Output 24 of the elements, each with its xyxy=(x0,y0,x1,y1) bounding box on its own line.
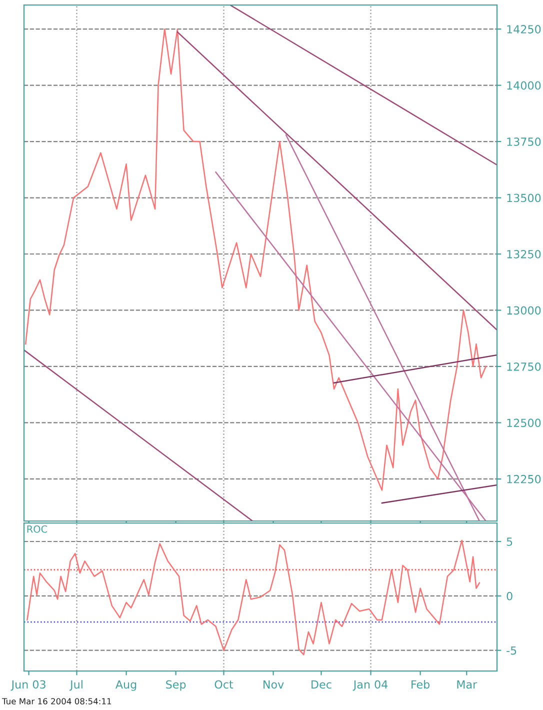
y-tick-label: 13250 xyxy=(507,250,541,258)
x-tick-label: Nov xyxy=(264,680,284,689)
x-tick-label: Mar xyxy=(457,680,478,689)
text: Tue Mar 16 2004 08:54:11 xyxy=(2,698,112,704)
x-tick-label: Feb xyxy=(412,680,430,689)
y-tick-label: 12750 xyxy=(507,362,541,371)
x-tick-label: Oct xyxy=(214,680,234,689)
y-tick-label: 14000 xyxy=(507,81,541,90)
x-tick-label: Jan 04 xyxy=(352,680,388,691)
y-tick-label: 12500 xyxy=(507,418,541,428)
y-tick-label: -5 xyxy=(506,646,516,655)
y-tick-label: 14250 xyxy=(507,25,541,34)
y-tick-label: 13000 xyxy=(507,306,541,315)
y-tick-label: 5 xyxy=(506,538,512,546)
y-tick-label: 12250 xyxy=(507,474,541,484)
x-tick-label: Jun 03 xyxy=(10,680,46,691)
x-tick-label: Sep xyxy=(166,680,186,691)
chart-title: ROC xyxy=(27,525,48,533)
x-tick-label: Dec xyxy=(312,680,332,689)
x-tick-label: Jul xyxy=(69,680,82,691)
y-tick-label: 13500 xyxy=(507,194,541,202)
x-tick-label: Aug xyxy=(116,680,136,691)
y-tick-label: 13750 xyxy=(507,138,541,146)
y-tick-label: 0 xyxy=(506,592,512,600)
